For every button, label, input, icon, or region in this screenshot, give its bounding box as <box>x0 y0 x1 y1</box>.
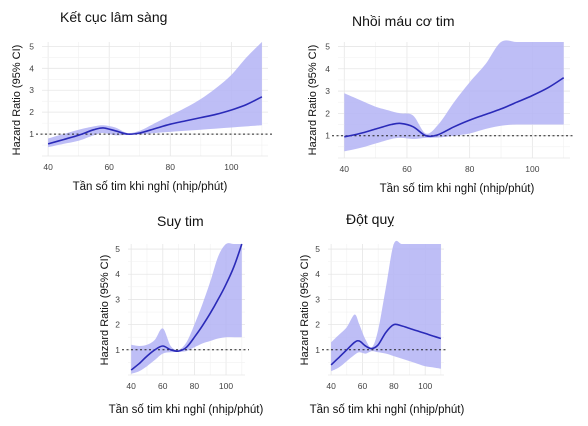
x-axis-label: Tần số tim khi nghỉ (nhịp/phút) <box>73 181 228 193</box>
panel-1: 40 60 80 100 1 2 3 4 5 Kết cục lâm sàng Tần số tim… <box>11 9 272 193</box>
x-tick-label: 60 <box>358 381 368 391</box>
x-tick-label: 60 <box>104 162 114 172</box>
y-tick-label: 4 <box>325 64 330 74</box>
y-tick-label: 5 <box>115 244 120 254</box>
x-tick-label: 80 <box>389 381 399 391</box>
panel-title: Đột quỵ <box>346 211 394 227</box>
hazard-ratio-line <box>130 243 243 371</box>
y-tick-label: 1 <box>315 345 320 355</box>
y-tick-label: 2 <box>29 107 34 117</box>
y-tick-label: 3 <box>315 294 320 304</box>
y-axis-label: Hazard Ratio (95% CI) <box>99 255 111 366</box>
y-tick-label: 4 <box>115 269 120 279</box>
y-tick-label: 2 <box>115 320 120 330</box>
panel-title: Nhồi máu cơ tim <box>352 13 455 29</box>
y-axis-label: Hazard Ratio (95% CI) <box>307 45 319 156</box>
panel-title: Kết cục lâm sàng <box>60 9 167 25</box>
x-axis-label: Tần số tim khi nghỉ (nhịp/phút) <box>380 183 535 195</box>
y-axis-label: Hazard Ratio (95% CI) <box>11 45 23 156</box>
y-tick-label: 5 <box>325 41 330 51</box>
panel-3: 40 60 80 100 1 2 3 4 5 Suy tim Tần số tim khi nghỉ… <box>99 213 264 416</box>
y-tick-label: 3 <box>115 294 120 304</box>
y-tick-label: 2 <box>315 320 320 330</box>
ci-band <box>331 240 441 372</box>
ci-band <box>48 42 262 148</box>
y-tick-label: 3 <box>325 86 330 96</box>
x-tick-label: 40 <box>43 162 53 172</box>
y-tick-label: 4 <box>315 269 320 279</box>
panel-2: 40 60 80 100 1 2 3 4 5 Nhồi máu cơ tim Tần số tim … <box>307 13 574 195</box>
y-tick-label: 5 <box>29 41 34 51</box>
x-tick-label: 80 <box>465 164 475 174</box>
x-tick-label: 100 <box>224 162 238 172</box>
panel-4: 40 60 80 100 1 2 3 4 5 Đột quỵ Tần số tim khi nghỉ… <box>299 211 465 416</box>
x-tick-label: 100 <box>418 381 432 391</box>
y-tick-label: 1 <box>325 131 330 141</box>
x-tick-label: 80 <box>166 162 176 172</box>
y-tick-label: 1 <box>29 129 34 139</box>
ci-band <box>131 243 242 374</box>
hazard-ratio-line <box>47 96 263 145</box>
x-tick-label: 100 <box>219 381 233 391</box>
x-axis-label: Tần số tim khi nghỉ (nhịp/phút) <box>310 404 465 416</box>
y-tick-label: 3 <box>29 85 34 95</box>
hazard-ratio-line <box>330 323 442 366</box>
x-axis-label: Tần số tim khi nghỉ (nhịp/phút) <box>109 404 264 416</box>
y-axis-label: Hazard Ratio (95% CI) <box>299 255 311 366</box>
hazard-ratio-line <box>344 77 565 138</box>
y-tick-label: 4 <box>29 63 34 73</box>
x-tick-label: 80 <box>190 381 200 391</box>
x-tick-label: 60 <box>402 164 412 174</box>
x-tick-label: 60 <box>158 381 168 391</box>
x-tick-label: 40 <box>326 381 336 391</box>
y-tick-label: 2 <box>325 108 330 118</box>
x-tick-label: 100 <box>525 164 539 174</box>
x-tick-label: 40 <box>126 381 136 391</box>
y-tick-label: 5 <box>315 244 320 254</box>
y-tick-label: 1 <box>115 345 120 355</box>
x-tick-label: 40 <box>340 164 350 174</box>
panel-title: Suy tim <box>157 213 204 229</box>
